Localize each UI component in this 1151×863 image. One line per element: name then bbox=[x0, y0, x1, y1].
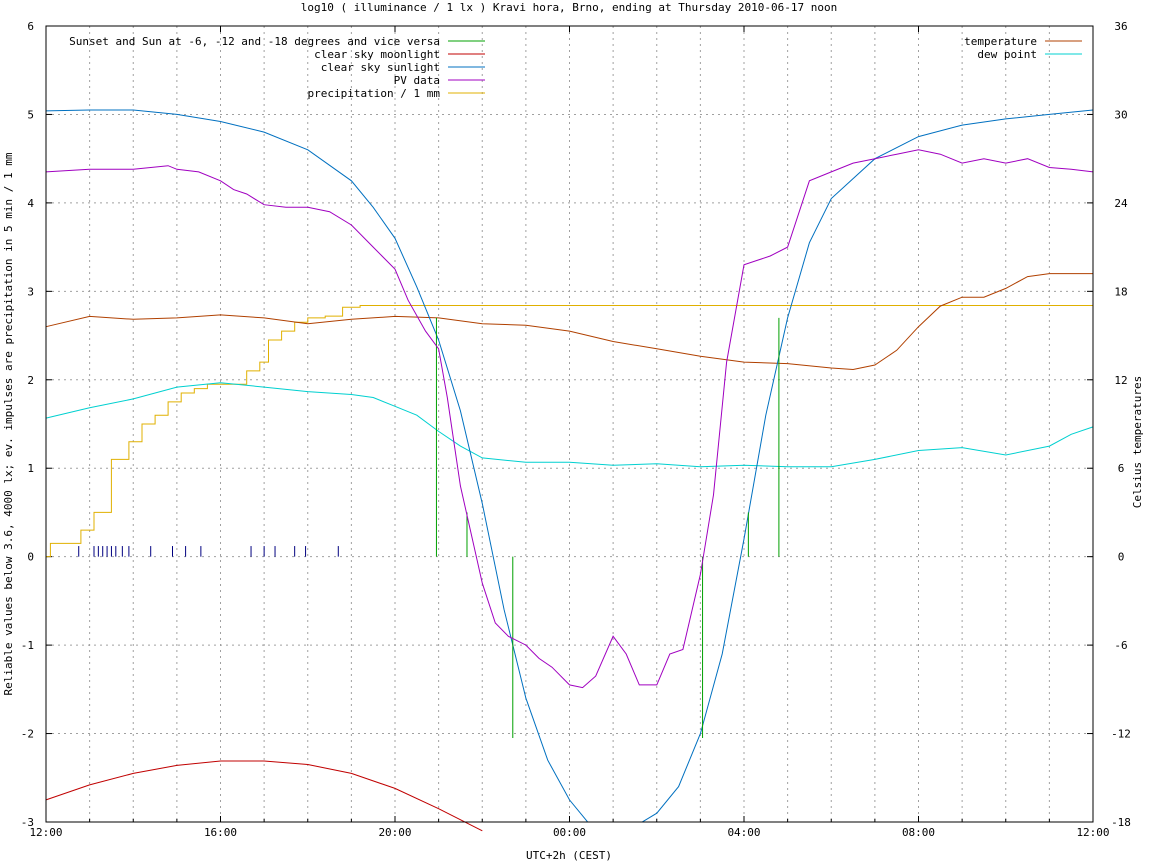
grid bbox=[46, 26, 1093, 822]
series-layer bbox=[45, 109, 1094, 832]
y-tick-label: 2 bbox=[27, 374, 34, 387]
x-tick-label: 04:00 bbox=[727, 826, 760, 839]
legend-label: clear sky moonlight bbox=[314, 48, 440, 61]
y2-tick-label: 18 bbox=[1114, 285, 1127, 298]
x-tick-label: 00:00 bbox=[553, 826, 586, 839]
sunlight-line bbox=[46, 109, 1093, 822]
legend-label: clear sky sunlight bbox=[321, 61, 440, 74]
y-tick-label: -3 bbox=[21, 816, 34, 829]
y-tick-label: 0 bbox=[27, 551, 34, 564]
x-tick-label: 08:00 bbox=[902, 826, 935, 839]
y-tick-label: 6 bbox=[27, 20, 34, 33]
axis-ticks: 12:00 16:00 20:00 00:00 04:00 08:00 12:00-3-2-… bbox=[21, 20, 1131, 839]
legend: Sunset and Sun at -6, -12 and -18 degree… bbox=[69, 35, 1082, 100]
y2-tick-label: 36 bbox=[1114, 20, 1127, 33]
x-tick-label: 20:00 bbox=[378, 826, 411, 839]
dew-point-line bbox=[45, 382, 1094, 468]
y2-tick-label: 0 bbox=[1118, 551, 1125, 564]
y-tick-label: 5 bbox=[27, 108, 34, 121]
y2-tick-label: -6 bbox=[1114, 639, 1127, 652]
x-tick-label: 16:00 bbox=[204, 826, 237, 839]
temperature-line bbox=[45, 273, 1093, 371]
precipitation-line bbox=[46, 305, 1093, 558]
pv-data-line bbox=[45, 149, 1094, 689]
y-axis-label: Reliable values below 3.6, 4000 lx; ev. … bbox=[2, 152, 15, 695]
y2-tick-label: 12 bbox=[1114, 374, 1127, 387]
y-tick-label: 3 bbox=[27, 285, 34, 298]
x-axis-label: UTC+2h (CEST) bbox=[526, 849, 612, 862]
legend-label: dew point bbox=[977, 48, 1037, 61]
moonlight-line bbox=[45, 760, 483, 832]
chart-title: log10 ( illuminance / 1 lx ) Kravi hora,… bbox=[301, 1, 837, 14]
legend-label: precipitation / 1 mm bbox=[308, 87, 441, 100]
y-tick-label: -2 bbox=[21, 728, 34, 741]
x-tick-label: 12:00 bbox=[1076, 826, 1109, 839]
y-tick-label: -1 bbox=[21, 639, 34, 652]
y-tick-label: 4 bbox=[27, 197, 34, 210]
y2-tick-label: -12 bbox=[1111, 728, 1131, 741]
legend-label: Sunset and Sun at -6, -12 and -18 degree… bbox=[69, 35, 440, 48]
y-tick-label: 1 bbox=[27, 462, 34, 475]
y2-axis-label: Celsius temperatures bbox=[1131, 376, 1144, 508]
y2-tick-label: 6 bbox=[1118, 462, 1125, 475]
y2-tick-label: -18 bbox=[1111, 816, 1131, 829]
y2-tick-label: 30 bbox=[1114, 108, 1127, 121]
legend-label: temperature bbox=[964, 35, 1037, 48]
x-tick-label: 12:00 bbox=[29, 826, 62, 839]
plot-frame bbox=[45, 25, 1094, 823]
y2-tick-label: 24 bbox=[1114, 197, 1128, 210]
legend-label: PV data bbox=[394, 74, 440, 87]
